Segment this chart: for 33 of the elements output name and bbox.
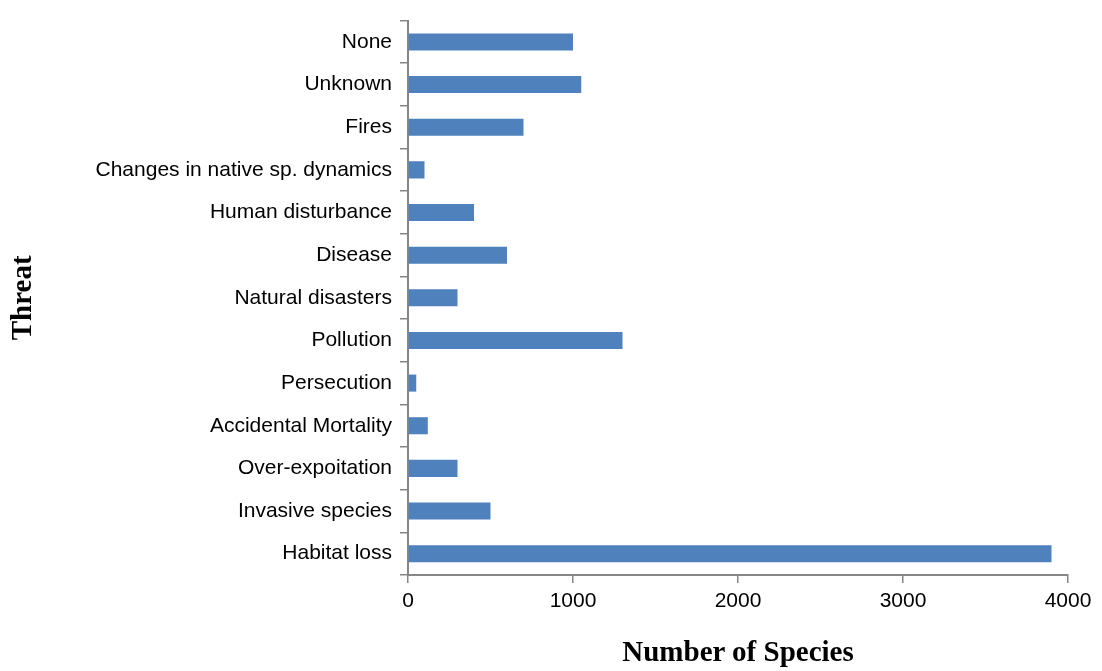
y-axis-title: Threat (4, 255, 37, 341)
x-tick-label: 1000 (549, 588, 597, 612)
bar (408, 76, 582, 94)
x-tick-label: 4000 (1044, 588, 1092, 612)
y-tick-label: None (341, 28, 392, 52)
y-tick-label: Invasive species (237, 497, 392, 521)
bar (408, 33, 573, 51)
y-tick-label: Unknown (304, 71, 392, 95)
y-tick-label: Changes in native sp. dynamics (95, 156, 392, 180)
x-tick-label: 3000 (879, 588, 927, 612)
x-tick-label: 0 (402, 588, 414, 612)
bar (408, 331, 623, 349)
y-tick-label: Accidental Mortality (209, 412, 393, 436)
bar (408, 118, 524, 136)
x-tick-label: 2000 (714, 588, 762, 612)
y-tick-label: Disease (316, 241, 392, 265)
bar (408, 203, 474, 222)
bar (408, 289, 458, 307)
bar (408, 417, 428, 435)
bar (408, 246, 507, 264)
y-tick-label: Human disturbance (209, 199, 392, 223)
bar (408, 459, 458, 477)
bar (408, 161, 425, 179)
y-tick-label: Habitat loss (282, 540, 392, 564)
x-axis-title: Number of Species (622, 635, 854, 668)
bar (408, 545, 1052, 563)
y-tick-label: Persecution (281, 369, 392, 393)
y-tick-label: Over-expoitation (237, 455, 392, 479)
y-tick-label: Natural disasters (234, 284, 392, 308)
bar (408, 502, 491, 520)
bar (408, 374, 417, 392)
y-tick-label: Fires (345, 114, 392, 138)
y-tick-label: Pollution (311, 327, 392, 351)
